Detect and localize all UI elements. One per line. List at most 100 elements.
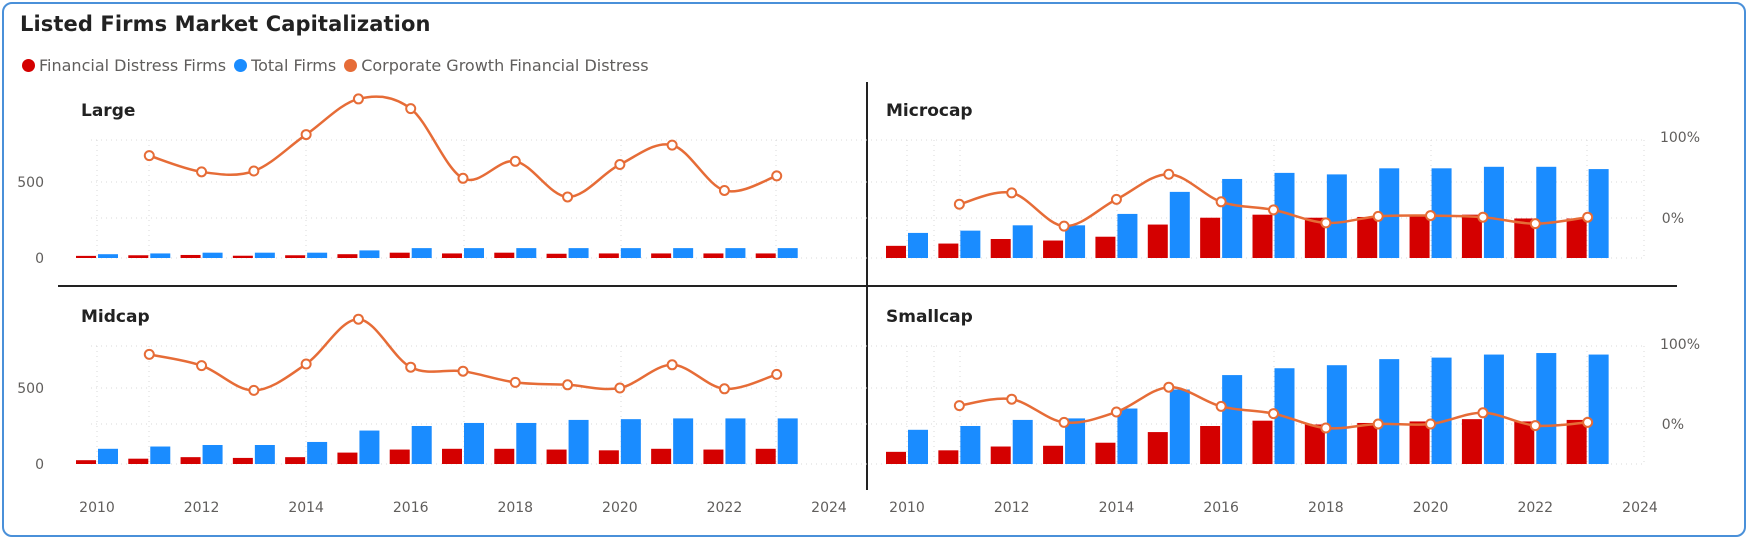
bar-financial-distress — [389, 252, 410, 258]
line-point — [1529, 218, 1541, 230]
bar-financial-distress — [1566, 218, 1587, 258]
panel-large: Large 0 500 — [17, 93, 935, 267]
x-tick-label: 2014 — [1099, 500, 1135, 516]
bar-financial-distress — [76, 255, 96, 258]
bar-financial-distress — [651, 253, 672, 258]
y2-tick-label: 100% — [1660, 337, 1700, 353]
bar-financial-distress — [990, 239, 1011, 258]
bar-total-firms — [960, 426, 981, 464]
y2-tick-label: 0% — [1662, 211, 1684, 227]
bar-financial-distress — [494, 252, 515, 258]
line-point — [666, 359, 678, 371]
line-point — [718, 184, 730, 196]
x-tick-label: 2018 — [1308, 500, 1344, 516]
bar-financial-distress — [1095, 236, 1116, 258]
bar-total-firms — [1065, 225, 1086, 258]
bar-total-firms — [98, 254, 118, 258]
bar-financial-distress — [232, 255, 253, 258]
bar-financial-distress — [442, 253, 462, 258]
bar-total-firms — [960, 230, 981, 258]
bar-total-firms — [1169, 389, 1190, 464]
bar-total-firms — [568, 419, 589, 464]
line-point — [1006, 187, 1018, 199]
bar-total-firms — [1117, 408, 1138, 464]
legend-label: Total Firms — [251, 56, 337, 75]
bar-total-firms — [516, 248, 537, 258]
bar-financial-distress — [1357, 422, 1378, 464]
x-tick-label: 2018 — [497, 500, 533, 516]
legend-marker — [344, 59, 358, 72]
bar-financial-distress — [598, 450, 619, 464]
bar-financial-distress — [1409, 421, 1430, 464]
panel-midcap: Midcap 0 500 2010 2012 2014 2016 2018 2020 2022 20… — [17, 307, 935, 516]
bar-financial-distress — [1304, 424, 1325, 464]
bar-financial-distress — [180, 457, 201, 464]
line-point — [718, 383, 730, 395]
bar-financial-distress — [546, 253, 567, 258]
bar-total-firms — [1326, 174, 1347, 258]
bar-financial-distress — [128, 255, 149, 258]
bar-total-firms — [1431, 168, 1452, 258]
bar-total-firms — [1536, 353, 1557, 464]
bar-total-firms — [725, 418, 746, 464]
line-point — [1110, 406, 1122, 418]
bar-total-firms — [725, 248, 746, 258]
bar-total-firms — [411, 248, 432, 258]
bar-financial-distress — [1304, 217, 1325, 258]
bar-total-firms — [620, 248, 641, 258]
panel-title: Microcap — [886, 101, 973, 121]
bar-financial-distress — [1461, 419, 1482, 464]
bar-total-firms — [1065, 418, 1086, 464]
bar-total-firms — [1222, 178, 1243, 258]
bar-total-firms — [464, 422, 484, 464]
bar-total-firms — [777, 248, 798, 258]
bar-financial-distress — [1147, 224, 1168, 258]
line-point — [1215, 400, 1227, 412]
legend-item-total-firms[interactable]: Total Firms — [234, 56, 336, 75]
bar-total-firms — [307, 441, 328, 464]
line-point — [614, 382, 626, 394]
line-point — [1215, 196, 1227, 208]
line-point — [248, 384, 260, 396]
y-tick-label: 0 — [35, 457, 44, 473]
bar-total-firms — [908, 429, 928, 464]
chart-title: Listed Firms Market Capitalization — [20, 12, 431, 36]
line-point — [143, 150, 155, 162]
bar-total-firms — [516, 422, 537, 464]
bar-total-firms — [202, 445, 223, 464]
bar-financial-distress — [285, 457, 306, 464]
y-tick-label: 500 — [17, 381, 44, 397]
bar-total-firms — [150, 446, 171, 464]
bar-financial-distress — [1200, 426, 1221, 464]
legend: Financial Distress Firms Total Firms Cor… — [22, 56, 657, 75]
x-tick-label: 2016 — [1203, 500, 1239, 516]
bar-total-firms — [777, 418, 798, 464]
bar-financial-distress — [1514, 421, 1535, 464]
bar-total-firms — [673, 418, 694, 464]
line-point — [248, 165, 260, 177]
y-tick-label: 500 — [17, 175, 44, 191]
legend-item-financial-distress[interactable]: Financial Distress Firms — [22, 56, 226, 75]
bar-total-firms — [307, 252, 328, 258]
line-point — [509, 155, 521, 167]
bar-total-firms — [359, 430, 380, 464]
bar-financial-distress — [1043, 240, 1064, 258]
bar-total-firms — [359, 250, 380, 258]
bar-total-firms — [1536, 166, 1557, 258]
line-point — [953, 198, 965, 210]
line-point — [562, 379, 574, 391]
x-tick-label: 2012 — [184, 500, 220, 516]
line-point — [457, 172, 469, 184]
legend-label: Corporate Growth Financial Distress — [361, 56, 649, 75]
legend-item-corporate-growth[interactable]: Corporate Growth Financial Distress — [344, 56, 649, 75]
x-tick-label: 2016 — [393, 500, 429, 516]
line-point — [1477, 211, 1489, 223]
bar-financial-distress — [755, 448, 776, 464]
line-point — [143, 348, 155, 360]
bar-financial-distress — [76, 460, 96, 464]
bar-total-firms — [254, 445, 275, 464]
line-point — [1163, 168, 1175, 180]
bar-total-firms — [1222, 375, 1243, 464]
